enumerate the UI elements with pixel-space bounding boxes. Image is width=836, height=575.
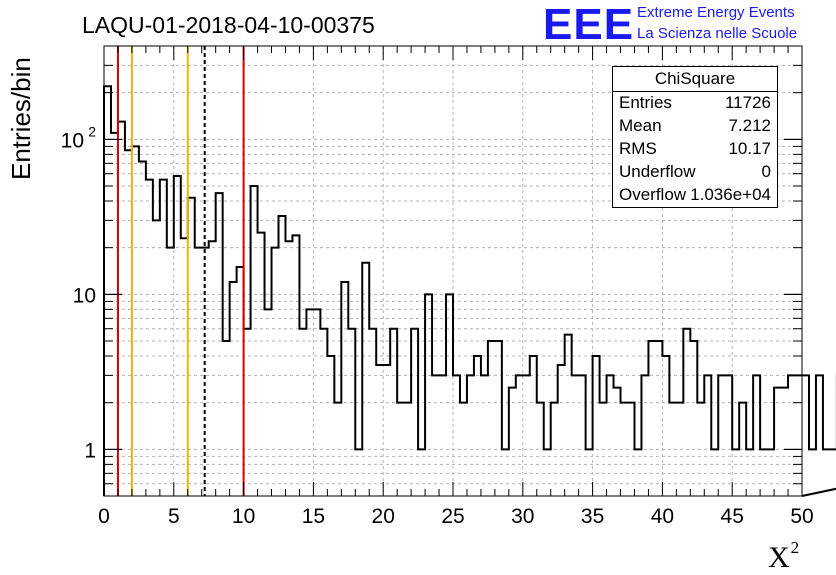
chart-title: LAQU-01-2018-04-10-00375 bbox=[82, 12, 375, 38]
x-tick-label: 15 bbox=[302, 505, 325, 528]
stats-value: 10.17 bbox=[728, 139, 771, 158]
x-tick-label: 35 bbox=[581, 505, 604, 528]
x-tick-label: 45 bbox=[721, 505, 744, 528]
stats-key: Overflow bbox=[619, 185, 687, 204]
x-axis-label-base: X bbox=[768, 541, 790, 574]
logo-line-2: La Scienza nelle Scuole bbox=[637, 25, 798, 42]
logo-line-1: Extreme Energy Events bbox=[637, 4, 795, 21]
stats-key: Mean bbox=[619, 116, 662, 135]
y-tick-label: 10 bbox=[61, 129, 84, 152]
x-tick-label: 25 bbox=[441, 505, 464, 528]
stats-box: ChiSquare Entries 11726 Mean 7.212 RMS 1… bbox=[612, 66, 778, 208]
x-tick-label: 10 bbox=[232, 505, 255, 528]
stats-value: 11726 bbox=[724, 93, 771, 112]
x-tick-label: 5 bbox=[168, 505, 180, 528]
x-tick-label: 0 bbox=[98, 505, 110, 528]
x-tick-label: 30 bbox=[511, 505, 534, 528]
x-tick-label: 40 bbox=[651, 505, 674, 528]
stats-value: 1.036e+04 bbox=[690, 185, 771, 204]
x-axis-label: X2 bbox=[768, 538, 799, 575]
stats-separator bbox=[613, 91, 777, 92]
stats-value: 7.212 bbox=[728, 116, 771, 135]
stats-key: Underflow bbox=[619, 162, 696, 181]
x-axis-label-superscript: 2 bbox=[790, 538, 800, 557]
stats-value: 0 bbox=[761, 162, 771, 181]
histogram-series bbox=[103, 85, 836, 497]
stats-key: RMS bbox=[619, 139, 657, 158]
x-tick-label: 50 bbox=[790, 505, 813, 528]
y-tick-label: 10 bbox=[73, 284, 96, 307]
y-tick-label: 1 bbox=[84, 439, 96, 462]
y-tick-label-exponent: 2 bbox=[88, 123, 96, 139]
stats-key: Entries bbox=[619, 93, 672, 112]
stats-name: ChiSquare bbox=[654, 69, 736, 88]
x-tick-label: 20 bbox=[372, 505, 395, 528]
logo-mark: EEE bbox=[543, 0, 635, 49]
y-axis-label: Entries/bin bbox=[6, 57, 36, 180]
